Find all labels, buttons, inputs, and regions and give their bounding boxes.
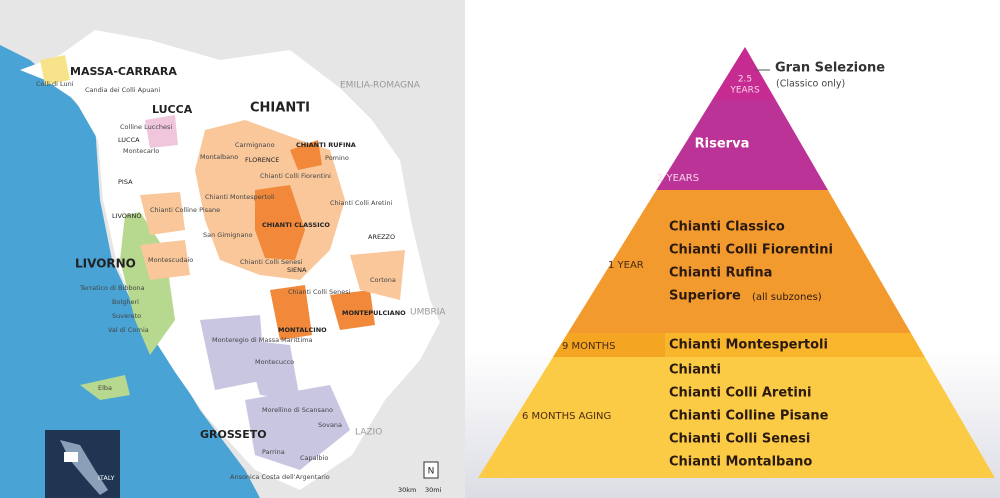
region-label: LUCCA [152, 103, 193, 116]
scale-label: 30km [398, 486, 416, 494]
town-label: ITALY [98, 474, 115, 482]
zone-massa [200, 315, 265, 390]
zone-luni [40, 55, 70, 85]
zone-morellino [245, 385, 350, 470]
wine-label: Superiore [669, 289, 741, 304]
tier-1-year [567, 190, 911, 333]
zone-label: Val di Cornia [108, 326, 149, 334]
zone-label: Candia dei Colli Apuani [85, 86, 160, 94]
zone-classico [255, 185, 305, 260]
zone-label: Morellino di Scansano [262, 406, 333, 414]
zone-label: MONTALCINO [278, 326, 327, 334]
north: N [428, 467, 435, 477]
map: MASSA-CARRARA LUCCA CHIANTI LIVORNO GROS… [0, 0, 465, 498]
zone-label: Elba [98, 384, 112, 392]
zone-label: Colli di Luni [36, 80, 74, 88]
zone-label: Bolgheri [112, 298, 139, 306]
zone-label: CHIANTI RUFINA [296, 141, 356, 149]
zone-label: Chianti Montespertoli [205, 193, 275, 201]
town-label: SIENA [287, 266, 307, 274]
region-label: GROSSETO [200, 428, 267, 441]
scale-label: 30mi [425, 486, 442, 494]
tier-9-months-left [553, 333, 665, 357]
zone-montescudaio [140, 240, 190, 280]
zone-label: Montecucco [255, 358, 294, 366]
callout-title: Gran Selezione [775, 61, 885, 76]
aging-label: 2.5 [738, 75, 752, 85]
sea [0, 45, 260, 498]
zone-label: Montecarlo [123, 147, 159, 155]
zone-label: Chianti Colli Fiorentini [260, 172, 331, 180]
aging-label: 6 MONTHS AGING [522, 411, 611, 422]
region-label: MASSA-CARRARA [70, 65, 177, 78]
tier-gran-selezione [712, 47, 776, 100]
wine-label: Riserva [695, 137, 750, 152]
zone-label: Parrina [262, 448, 285, 456]
wine-label: Chianti Montespertoli [669, 338, 828, 353]
zone-label: Chianti Colline Pisane [150, 206, 220, 214]
aging-label: 1 YEAR [608, 260, 644, 271]
zone-montepulciano [330, 290, 375, 330]
callout-note: (Classico only) [776, 79, 845, 90]
wine-label: Chianti Colli Aretini [669, 386, 812, 401]
wine-label: Chianti [669, 363, 721, 378]
neighbor-label: EMILIA-ROMAGNA [340, 81, 421, 91]
zone-label: Cortona [370, 276, 396, 284]
tier-6-months [478, 357, 995, 478]
zone-label: Chianti Colli Senesi [288, 288, 351, 296]
zone-label: Colline Lucchesi [120, 123, 172, 131]
wine-label: Chianti Colli Senesi [669, 432, 810, 447]
zone-montalcino [270, 285, 312, 340]
zone-label: Carmignano [235, 141, 275, 149]
tier-riserva [656, 100, 828, 190]
zone-label: Montalbano [200, 153, 238, 161]
wine-label: Chianti Colline Pisane [669, 409, 829, 424]
wine-note: (all subzones) [752, 292, 822, 303]
region-label: CHIANTI [250, 101, 310, 116]
zone-label: Suvereto [112, 312, 141, 320]
zone-label: Montescudaio [148, 256, 193, 264]
town-label: LUCCA [118, 136, 140, 144]
wine-label: Chianti Colli Fiorentini [669, 243, 833, 258]
wine-label: Chianti Classico [669, 220, 785, 235]
zone-label: Terratico di Bibbona [79, 284, 145, 292]
elba [80, 375, 130, 400]
zone-label: CHIANTI CLASSICO [262, 221, 330, 229]
zone-label: Sovana [318, 421, 342, 429]
neighbor-label: UMBRIA [410, 308, 446, 318]
town-label: PISA [118, 178, 133, 186]
zone-rufina [290, 140, 322, 170]
aging-label: 9 MONTHS [562, 341, 616, 352]
town-label: FLORENCE [245, 156, 279, 164]
wine-label: Chianti Rufina [669, 266, 772, 281]
zone-montecucco [245, 340, 300, 400]
aging-label: YEARS [729, 86, 760, 96]
town-label: LIVORNO [112, 212, 141, 220]
zone-label: San Gimignano [203, 231, 253, 239]
aging-label: 2 YEARS [657, 173, 699, 184]
zone-label: Capalbio [300, 454, 328, 462]
town-label: AREZZO [368, 233, 395, 241]
wine-label: Chianti Montalbano [669, 455, 812, 470]
zone-label: Monteregio di Massa Marittima [212, 336, 312, 344]
pyramid-panel: Gran Selezione (Classico only) 2.5 YEARS… [465, 0, 1000, 498]
zone-label: Ansonica Costa dell'Argentario [230, 473, 330, 481]
zone-cortona [350, 250, 405, 300]
inset-tuscany [64, 452, 78, 462]
zone-label: MONTEPULCIANO [342, 309, 406, 317]
region-label: LIVORNO [75, 257, 136, 271]
zone-lucca [145, 115, 178, 148]
zone-label: Chianti Colli Senesi [240, 258, 303, 266]
zone-label: Pomino [325, 154, 349, 162]
zone-pisane [140, 192, 185, 235]
zone-label: Chianti Colli Aretini [330, 199, 392, 207]
north-box [423, 461, 439, 479]
neighbor-label: LAZIO [355, 428, 382, 438]
